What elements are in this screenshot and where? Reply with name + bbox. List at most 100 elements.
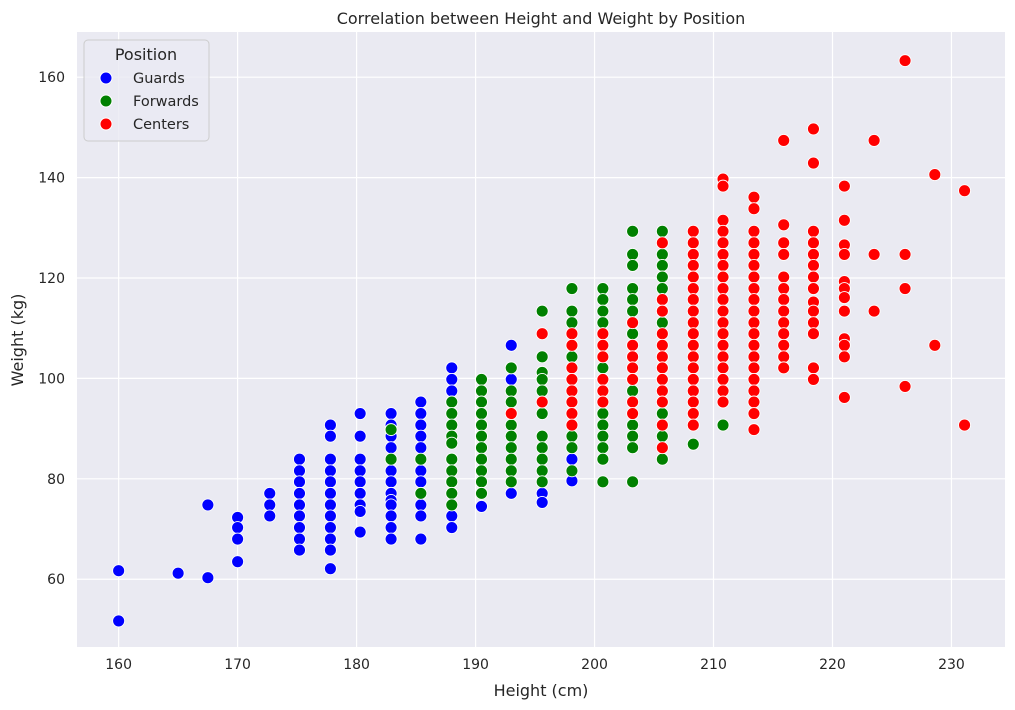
data-point-forwards: [504, 464, 518, 478]
data-point-centers: [596, 395, 610, 409]
data-point-guards: [323, 521, 337, 534]
data-point-centers: [686, 350, 700, 364]
data-point-centers: [807, 316, 820, 330]
data-point-centers: [747, 190, 761, 204]
data-point-forwards: [475, 372, 488, 386]
data-point-forwards: [414, 486, 428, 500]
data-point-guards: [323, 543, 337, 557]
data-point-centers: [596, 327, 610, 341]
chart-title: Correlation between Height and Weight by…: [337, 9, 746, 28]
data-point-centers: [807, 327, 820, 341]
data-point-centers: [807, 304, 820, 318]
data-point-guards: [323, 464, 337, 478]
data-point-centers: [686, 293, 700, 307]
data-point-forwards: [504, 361, 518, 375]
data-point-centers: [686, 372, 700, 386]
data-point-centers: [807, 282, 820, 295]
data-point-centers: [716, 338, 730, 352]
x-tick-label: 200: [581, 657, 608, 673]
data-point-forwards: [535, 475, 549, 489]
data-point-guards: [414, 532, 428, 546]
data-point-centers: [686, 236, 700, 250]
data-point-forwards: [655, 224, 669, 238]
data-point-forwards: [626, 224, 640, 238]
data-point-centers: [837, 391, 851, 404]
data-point-forwards: [504, 395, 518, 409]
data-point-centers: [958, 418, 971, 432]
data-point-centers: [686, 224, 700, 238]
data-point-centers: [626, 338, 640, 352]
data-point-centers: [565, 407, 579, 421]
data-point-centers: [655, 293, 669, 307]
data-point-forwards: [414, 452, 428, 466]
data-point-centers: [747, 338, 761, 352]
data-point-centers: [565, 338, 579, 352]
data-point-centers: [837, 304, 851, 318]
data-point-forwards: [596, 429, 610, 443]
data-point-centers: [747, 316, 761, 330]
data-point-guards: [353, 486, 367, 500]
legend-item-forwards: Forwards: [99, 94, 199, 110]
data-point-centers: [716, 361, 730, 375]
data-point-guards: [323, 452, 337, 466]
data-point-guards: [445, 372, 459, 386]
data-point-forwards: [475, 429, 488, 443]
data-point-centers: [837, 350, 851, 364]
data-point-centers: [777, 327, 791, 341]
data-point-guards: [293, 498, 306, 512]
data-point-centers: [626, 407, 640, 421]
data-point-guards: [475, 499, 488, 513]
data-point-centers: [686, 418, 700, 432]
y-tick-label: 140: [38, 171, 65, 187]
data-point-centers: [686, 338, 700, 352]
data-point-guards: [201, 498, 215, 512]
data-point-guards: [445, 361, 459, 375]
data-point-forwards: [475, 486, 488, 500]
data-point-forwards: [535, 407, 549, 421]
data-point-forwards: [596, 361, 610, 375]
data-point-centers: [747, 282, 761, 295]
data-point-centers: [655, 372, 669, 386]
data-point-guards: [445, 509, 459, 523]
data-point-guards: [414, 441, 428, 455]
data-point-forwards: [655, 407, 669, 421]
data-point-centers: [747, 384, 761, 398]
data-point-forwards: [504, 475, 518, 489]
data-point-centers: [747, 407, 761, 421]
data-point-centers: [565, 384, 579, 398]
data-point-forwards: [475, 384, 488, 398]
legend: Position Guards Forwards Centers: [83, 39, 210, 142]
data-point-guards: [384, 464, 398, 478]
data-point-guards: [353, 452, 367, 466]
data-point-centers: [747, 395, 761, 409]
data-point-forwards: [596, 304, 610, 318]
data-point-guards: [504, 338, 518, 352]
data-point-centers: [747, 304, 761, 318]
data-point-centers: [686, 327, 700, 341]
data-point-centers: [716, 258, 730, 272]
data-point-centers: [867, 133, 881, 147]
data-point-forwards: [626, 293, 640, 307]
data-point-guards: [353, 407, 367, 421]
data-point-guards: [353, 429, 367, 443]
data-point-centers: [777, 304, 791, 318]
data-point-forwards: [445, 407, 459, 421]
data-point-guards: [231, 521, 245, 534]
data-point-forwards: [596, 316, 610, 330]
y-tick-label: 120: [38, 271, 65, 287]
data-point-centers: [928, 168, 942, 182]
data-point-forwards: [626, 384, 640, 398]
data-point-centers: [807, 361, 820, 375]
data-point-forwards: [504, 429, 518, 443]
x-tick-label: 210: [700, 657, 727, 673]
data-point-centers: [898, 379, 912, 393]
data-point-forwards: [384, 423, 398, 437]
data-point-centers: [837, 291, 851, 305]
x-axis-ticks: 160 170 180 190 200 210 220 230: [105, 657, 965, 673]
data-point-guards: [384, 407, 398, 421]
data-point-centers: [686, 258, 700, 272]
data-point-centers: [565, 361, 579, 375]
data-point-centers: [807, 247, 820, 261]
data-point-forwards: [626, 258, 640, 272]
